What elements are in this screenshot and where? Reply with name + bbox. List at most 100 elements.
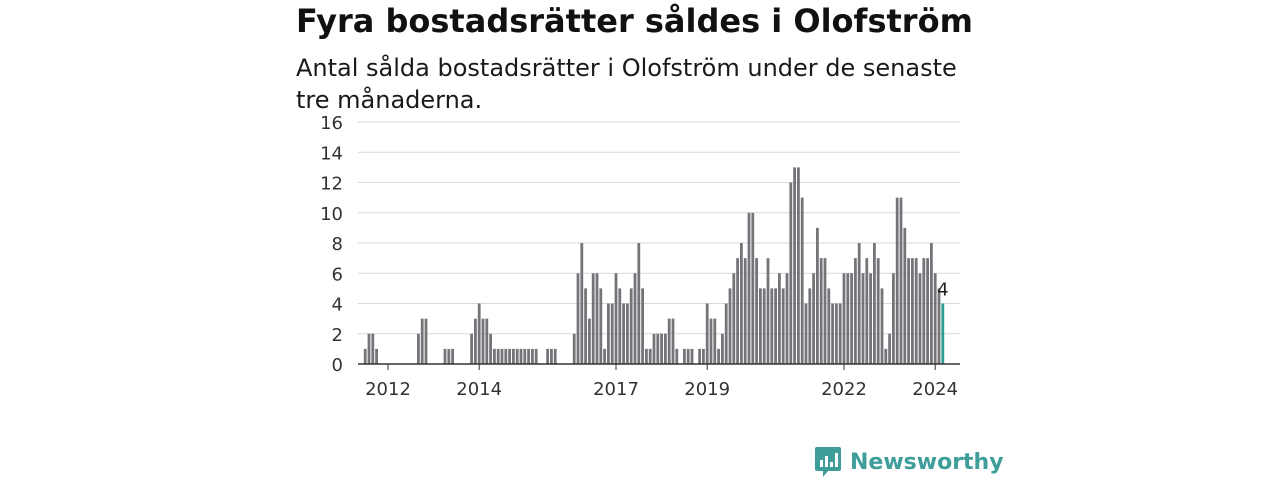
bar — [580, 243, 584, 364]
y-tick-label: 4 — [332, 295, 343, 316]
bar — [675, 348, 679, 365]
bar — [724, 303, 728, 364]
bar — [888, 333, 891, 364]
bar — [546, 348, 549, 365]
bar — [751, 212, 755, 364]
bar — [774, 288, 777, 365]
bar — [417, 333, 420, 364]
bar — [702, 348, 705, 365]
bar — [816, 227, 819, 365]
bar — [515, 348, 519, 365]
y-tick-label: 14 — [320, 143, 343, 164]
bar — [793, 167, 796, 365]
bar — [534, 348, 538, 365]
bar — [648, 348, 652, 365]
bar — [603, 348, 606, 365]
y-tick-label: 16 — [320, 113, 343, 134]
bar — [846, 273, 850, 364]
y-tick-label: 0 — [332, 355, 343, 376]
bar — [652, 333, 656, 364]
bar — [588, 318, 591, 365]
bar-latest — [941, 303, 945, 364]
bar — [667, 318, 671, 365]
bar — [861, 273, 865, 364]
bar — [508, 348, 511, 365]
bar — [470, 333, 473, 364]
bar — [591, 273, 595, 364]
bar — [660, 333, 663, 364]
bar — [618, 288, 622, 365]
y-axis-ticks: 0 2 4 6 8 10 12 14 16 — [320, 113, 343, 376]
bar — [842, 273, 846, 364]
y-tick-label: 6 — [332, 264, 343, 285]
bar — [759, 288, 762, 365]
bars: 4 — [363, 167, 949, 365]
bar — [907, 258, 910, 365]
bar — [736, 258, 739, 365]
x-tick-label: 2024 — [912, 379, 958, 400]
bar — [371, 333, 375, 364]
bar — [800, 197, 804, 365]
chart-bubble-icon — [815, 447, 841, 477]
bar — [766, 258, 770, 365]
bar — [595, 273, 599, 364]
bar — [443, 348, 447, 365]
bar — [930, 243, 933, 364]
y-tick-label: 10 — [320, 204, 343, 225]
bar — [812, 273, 815, 364]
bar — [553, 348, 557, 365]
bar — [717, 348, 720, 365]
bar — [512, 348, 515, 365]
bar — [797, 167, 800, 365]
bar — [728, 288, 732, 365]
bar — [690, 348, 694, 365]
bar — [420, 318, 424, 365]
x-tick-label: 2012 — [365, 379, 411, 400]
bar — [489, 333, 492, 364]
bar — [899, 197, 903, 365]
y-tick-label: 8 — [332, 234, 343, 255]
bar — [375, 348, 378, 365]
bar — [474, 318, 477, 365]
bar — [876, 258, 880, 365]
bar — [770, 288, 774, 365]
bar — [698, 348, 701, 365]
bar — [519, 348, 523, 365]
y-tick-label: 2 — [332, 325, 343, 346]
bar — [686, 348, 690, 365]
bar — [895, 197, 899, 365]
bar — [838, 303, 842, 364]
bar — [873, 243, 876, 364]
bar — [626, 303, 629, 364]
bar — [926, 258, 929, 365]
bar — [755, 258, 758, 365]
bar — [656, 333, 660, 364]
bar — [496, 348, 500, 365]
bar — [451, 348, 454, 365]
bar — [778, 273, 781, 364]
chart-title: Fyra bostadsrätter såldes i Olofström — [296, 2, 973, 40]
x-tick-label: 2017 — [593, 379, 639, 400]
bar — [477, 303, 481, 364]
bar — [481, 318, 485, 365]
bar — [531, 348, 534, 365]
bar — [827, 288, 831, 365]
bar — [781, 288, 785, 365]
bar — [762, 288, 766, 365]
bar — [645, 348, 648, 365]
newsworthy-logo: Newsworthy — [814, 446, 1004, 478]
bar — [922, 258, 926, 365]
bar — [740, 243, 743, 364]
bar — [367, 333, 371, 364]
bar — [880, 288, 884, 365]
bar — [914, 258, 918, 365]
bar — [869, 273, 872, 364]
bar — [918, 273, 922, 364]
bar — [705, 303, 709, 364]
bar — [865, 258, 869, 365]
bar — [363, 348, 367, 365]
bar — [622, 303, 625, 364]
x-tick-label: 2014 — [456, 379, 502, 400]
bar — [911, 258, 914, 365]
bar — [572, 333, 576, 364]
